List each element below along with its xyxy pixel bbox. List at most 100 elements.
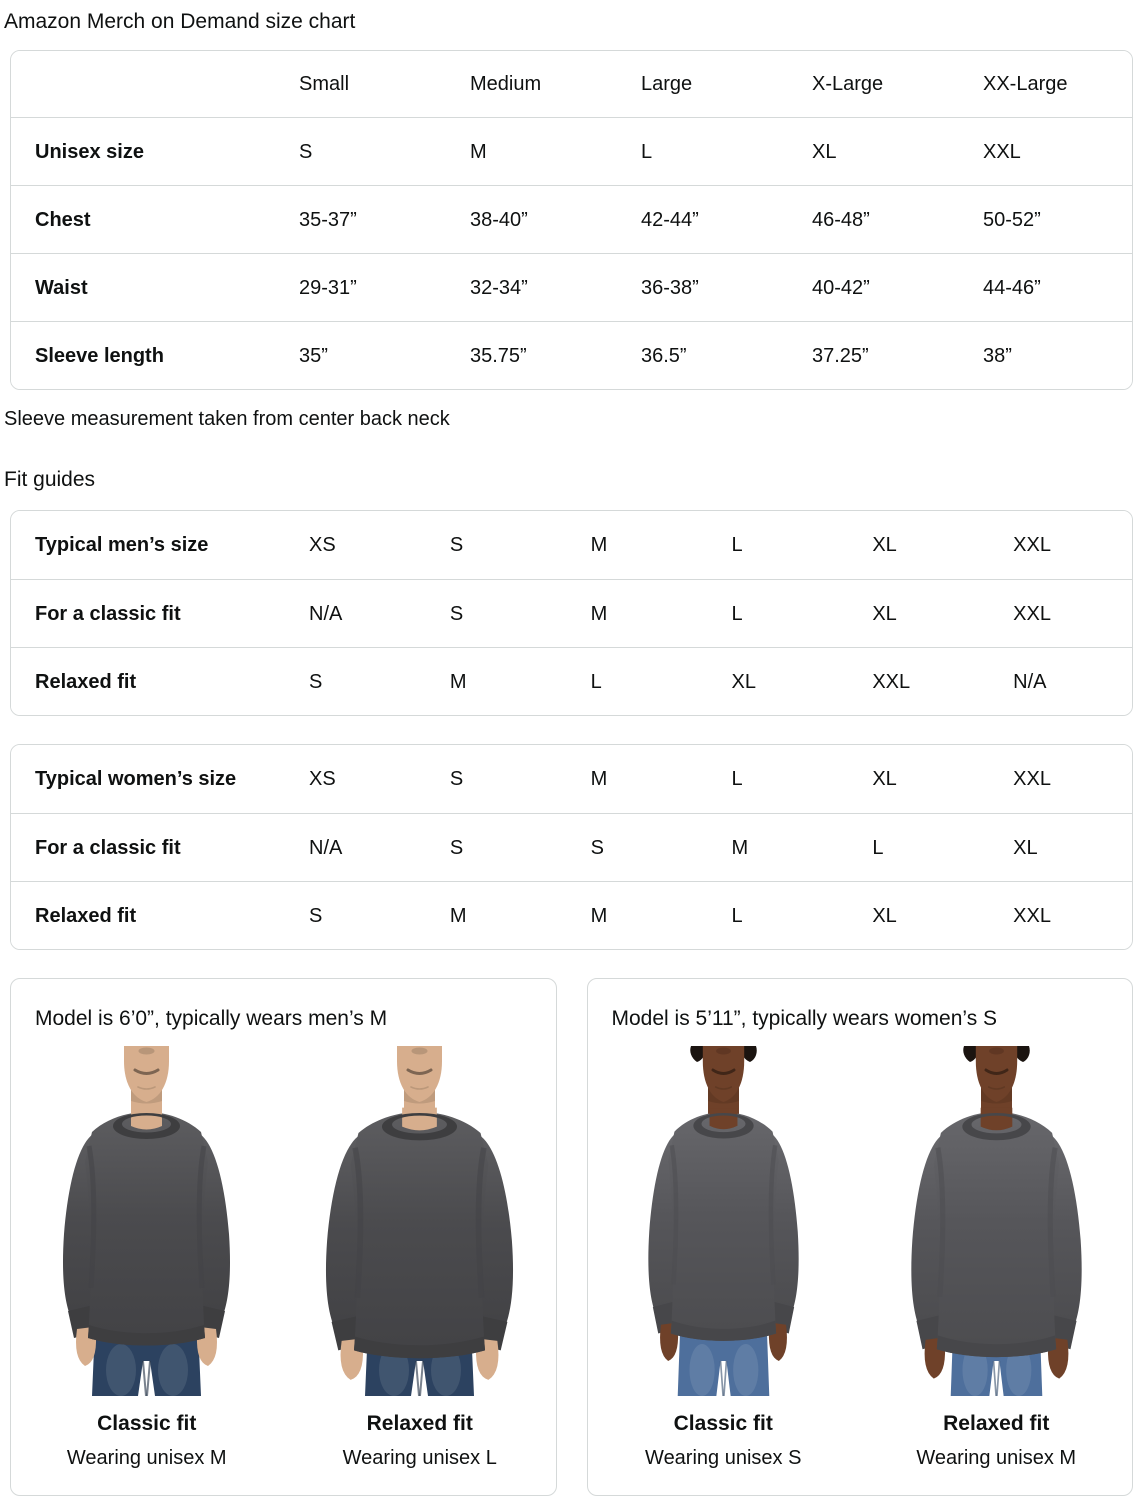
size-cell: S [590, 836, 604, 859]
size-cell: 36-38” [641, 276, 699, 299]
fit-type-label: Relaxed fit [943, 1412, 1050, 1435]
model-photo-frame [879, 1046, 1114, 1396]
model-photo-male-relaxed [326, 1046, 514, 1396]
size-table-column-header: X-Large [812, 73, 884, 95]
size-cell: XS [309, 534, 336, 556]
row-label: Typical women’s size [35, 768, 237, 790]
size-cell: L [731, 534, 743, 556]
size-cell: 50-52” [983, 208, 1041, 231]
size-cell: XL [872, 602, 897, 625]
fit-guides-heading: Fit guides [4, 468, 96, 491]
fit-type-label: Classic fit [97, 1412, 197, 1435]
model-figure-female-classic: Classic fit Wearing unisex S [606, 1046, 841, 1471]
fit-type-label: Relaxed fit [366, 1412, 473, 1435]
size-cell: M [470, 140, 487, 163]
size-cell: M [731, 836, 749, 859]
size-cell: 42-44” [641, 208, 699, 231]
size-cell: M [590, 904, 608, 927]
size-cell: L [731, 768, 743, 790]
fit-type-label: Classic fit [673, 1412, 773, 1435]
row-label: Unisex size [35, 140, 144, 163]
size-table-column-header: XX-Large [983, 73, 1068, 95]
womens-model-card: Model is 5’11”, typically wears women’s … [586, 978, 1133, 1496]
size-cell: M [590, 768, 608, 790]
size-cell: L [731, 602, 743, 625]
size-cell: N/A [1013, 670, 1047, 693]
size-cell: XXL [872, 670, 911, 693]
size-cell: 46-48” [812, 208, 870, 231]
size-cell: 32-34” [470, 276, 528, 299]
row-label: For a classic fit [35, 836, 181, 859]
row-label: Relaxed fit [35, 670, 137, 693]
size-cell: S [449, 768, 464, 790]
size-cell: XL [872, 768, 897, 790]
model-figures-row: Classic fit Wearing unisex M Relaxed fit We… [11, 1046, 556, 1471]
size-table-column-header: Large [641, 73, 693, 95]
size-cell: 35-37” [299, 208, 357, 231]
model-photo-female-classic [648, 1046, 799, 1396]
size-cell: XL [872, 534, 897, 556]
model-figure-male-classic: Classic fit Wearing unisex M [29, 1046, 264, 1471]
size-cell: 38” [983, 344, 1012, 367]
size-cell: XXL [1013, 768, 1051, 790]
size-cell: XXL [1013, 602, 1051, 625]
mens-model-card: Model is 6’0”, typically wears men’s M Cl… [10, 978, 557, 1496]
size-cell: N/A [309, 836, 343, 859]
sleeve-note: Sleeve measurement taken from center bac… [4, 408, 450, 430]
table-row: Unisex size S M L XL XXL [11, 117, 1132, 185]
size-cell: XL [1013, 836, 1038, 859]
size-cell: 40-42” [812, 276, 870, 299]
size-cell: XL [731, 670, 756, 693]
size-cell: XS [309, 768, 336, 790]
model-cards: Model is 6’0”, typically wears men’s M Cl… [10, 978, 1133, 1496]
size-cell: 29-31” [299, 276, 357, 299]
model-figures-row: Classic fit Wearing unisex S Relaxed fit We… [588, 1046, 1133, 1471]
table-row: Typical men’s size XS S M L XL XXL [11, 511, 1132, 579]
size-cell: M [590, 602, 608, 625]
size-cell: N/A [309, 602, 343, 625]
size-cell: L [731, 904, 743, 927]
size-cell: XL [872, 904, 897, 927]
model-figure-male-relaxed: Relaxed fit Wearing unisex L [302, 1046, 537, 1471]
size-cell: 35” [299, 344, 328, 367]
size-cell: XXL [1013, 534, 1051, 556]
size-table-column-header: Small [299, 73, 350, 95]
model-photo-frame [29, 1046, 264, 1396]
size-cell: 44-46” [983, 276, 1041, 299]
size-cell: 38-40” [470, 208, 528, 231]
wearing-label: Wearing unisex S [645, 1447, 802, 1469]
size-cell: M [590, 534, 608, 556]
size-cell: M [449, 904, 467, 927]
table-row: Relaxed fit S M L XL XXL N/A [11, 647, 1132, 715]
size-cell: S [299, 140, 313, 163]
row-label: Chest [35, 208, 91, 231]
womens-fit-table: Typical women’s size XS S M L XL XXL For a clas… [10, 744, 1133, 950]
row-label: Sleeve length [35, 344, 164, 367]
page-title: Amazon Merch on Demand size chart [4, 10, 356, 33]
model-photo-frame [606, 1046, 841, 1396]
table-row: Relaxed fit S M M L XL XXL [11, 881, 1132, 949]
mens-fit-table: Typical men’s size XS S M L XL XXL For a classi… [10, 510, 1133, 716]
wearing-label: Wearing unisex L [342, 1447, 497, 1469]
model-figure-female-relaxed: Relaxed fit Wearing unisex M [879, 1046, 1114, 1471]
size-cell: XXL [983, 140, 1021, 163]
row-label: Typical men’s size [35, 534, 209, 556]
model-photo-female-relaxed [911, 1046, 1082, 1396]
table-row: Typical women’s size XS S M L XL XXL [11, 745, 1132, 813]
size-cell: XXL [1013, 904, 1051, 927]
table-row: Chest 35-37” 38-40” 42-44” 46-48” 50-52” [11, 185, 1132, 253]
wearing-label: Wearing unisex M [916, 1447, 1077, 1469]
row-label: Waist [35, 276, 88, 299]
size-cell: 36.5” [641, 344, 687, 367]
size-table-header-row: Small Medium Large X-Large XX-Large [11, 51, 1132, 117]
size-cell: S [309, 670, 323, 693]
size-cell: 37.25” [812, 344, 869, 367]
model-photo-frame [302, 1046, 537, 1396]
row-label: Relaxed fit [35, 904, 137, 927]
wearing-label: Wearing unisex M [66, 1447, 227, 1469]
size-cell: L [872, 836, 884, 859]
fit-guides-tables: Typical men’s size XS S M L XL XXL For a classi… [0, 510, 1143, 950]
table-row: Sleeve length 35” 35.75” 36.5” 37.25” 38” [11, 321, 1132, 389]
row-label: For a classic fit [35, 602, 181, 625]
